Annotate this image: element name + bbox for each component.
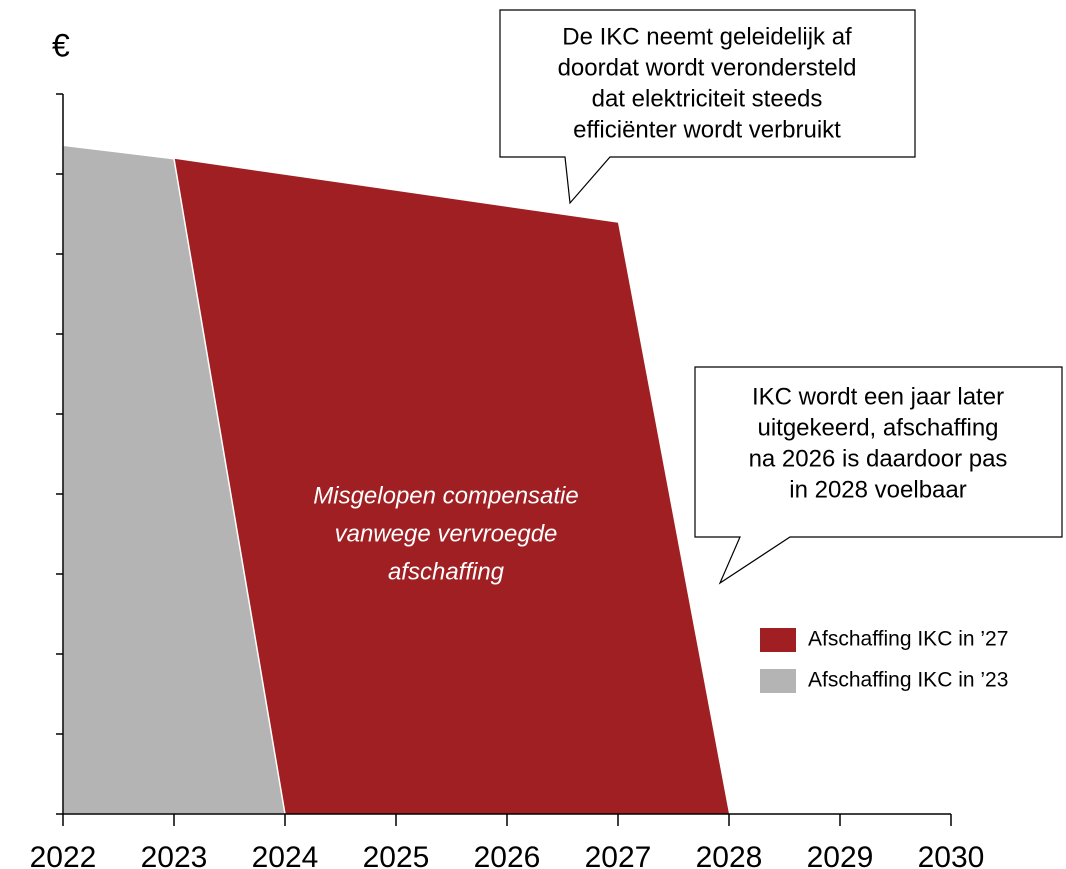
callout-box — [499, 9, 916, 205]
x-tick-label: 2027 — [585, 841, 652, 869]
annotation: uitgekeerd, afschaffing — [757, 414, 998, 441]
annotation: dat elektriciteit steeds — [592, 85, 823, 112]
x-tick-label: 2029 — [807, 841, 874, 869]
annotation: vanwege vervroegde — [335, 520, 558, 547]
annotation: afschaffing — [388, 558, 505, 585]
annotation: na 2026 is daardoor pas — [749, 445, 1008, 472]
annotation: doordat wordt verondersteld — [558, 54, 857, 81]
y-axis-label: € — [52, 27, 70, 63]
x-tick-label: 2030 — [918, 841, 985, 869]
legend-label: Afschaffing IKC in ’27 — [808, 628, 1008, 651]
legend-swatch — [760, 669, 796, 693]
x-tick-label: 2024 — [252, 841, 319, 869]
annotation: IKC wordt een jaar later — [752, 383, 1004, 410]
legend-swatch — [760, 628, 796, 652]
annotation: Misgelopen compensatie — [313, 482, 579, 509]
annotation: efficiënter wordt verbruikt — [573, 116, 841, 143]
x-tick-label: 2023 — [141, 841, 208, 869]
x-tick-label: 2028 — [696, 841, 763, 869]
annotation: De IKC neemt geleidelijk af — [562, 23, 852, 50]
x-tick-label: 2026 — [474, 841, 541, 869]
annotation: in 2028 voelbaar — [789, 476, 966, 503]
x-tick-label: 2022 — [30, 841, 97, 869]
legend-label: Afschaffing IKC in ’23 — [808, 669, 1008, 692]
area — [174, 158, 729, 815]
callout-box — [694, 366, 1063, 585]
x-tick-label: 2025 — [363, 841, 430, 869]
